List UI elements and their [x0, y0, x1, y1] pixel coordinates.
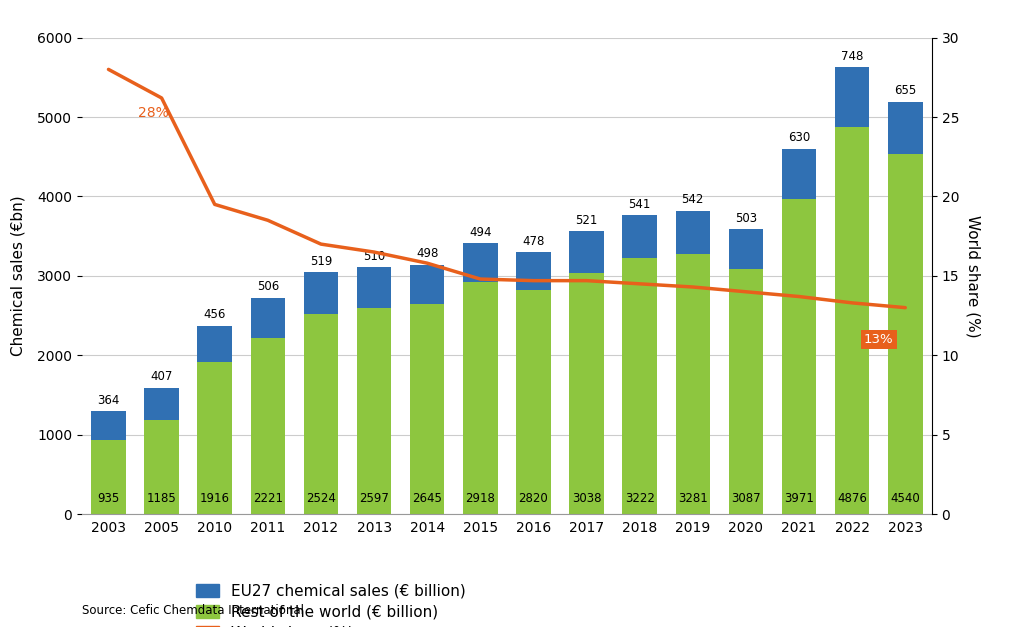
Text: 4876: 4876: [838, 492, 867, 505]
Bar: [144, 420, 179, 514]
Bar: [251, 338, 285, 514]
Bar: [91, 411, 126, 440]
Text: 2524: 2524: [306, 492, 336, 505]
Text: 3087: 3087: [731, 492, 761, 505]
Bar: [729, 229, 763, 269]
Bar: [888, 102, 923, 154]
Bar: [781, 199, 816, 514]
Bar: [198, 326, 232, 362]
Bar: [144, 387, 179, 420]
Y-axis label: World share (%): World share (%): [965, 214, 980, 337]
Bar: [569, 273, 604, 514]
Bar: [304, 273, 338, 314]
Text: 506: 506: [257, 280, 279, 293]
Text: 3281: 3281: [678, 492, 708, 505]
Text: 2918: 2918: [465, 492, 496, 505]
Text: 2645: 2645: [413, 492, 442, 505]
Bar: [835, 68, 869, 127]
Text: 364: 364: [97, 394, 120, 406]
Bar: [623, 215, 657, 258]
Bar: [781, 149, 816, 199]
Text: 541: 541: [629, 198, 651, 211]
Text: 1185: 1185: [146, 492, 176, 505]
Text: 13%: 13%: [864, 333, 894, 346]
Text: 655: 655: [894, 84, 916, 97]
Text: 3038: 3038: [571, 492, 601, 505]
Text: Source: Cefic Chemdata International: Source: Cefic Chemdata International: [82, 604, 304, 618]
Text: 503: 503: [735, 212, 757, 224]
Text: 510: 510: [362, 250, 385, 263]
Bar: [835, 127, 869, 514]
Text: 748: 748: [841, 50, 863, 63]
Text: 4540: 4540: [891, 492, 921, 505]
Text: 407: 407: [151, 371, 173, 383]
Y-axis label: Chemical sales (€bn): Chemical sales (€bn): [11, 196, 26, 356]
Legend: EU27 chemical sales (€ billion), Rest of the world (€ billion), World share (%): EU27 chemical sales (€ billion), Rest of…: [191, 579, 471, 627]
Bar: [463, 243, 498, 282]
Bar: [676, 253, 710, 514]
Bar: [729, 269, 763, 514]
Text: 494: 494: [469, 226, 492, 239]
Bar: [304, 314, 338, 514]
Text: 521: 521: [575, 214, 598, 227]
Bar: [569, 231, 604, 273]
Text: 542: 542: [682, 193, 703, 206]
Bar: [516, 290, 551, 514]
Bar: [251, 298, 285, 338]
Bar: [356, 308, 391, 514]
Bar: [410, 265, 444, 304]
Bar: [198, 362, 232, 514]
Bar: [356, 267, 391, 308]
Bar: [91, 440, 126, 514]
Text: 2820: 2820: [518, 492, 548, 505]
Text: 498: 498: [416, 247, 438, 260]
Bar: [410, 304, 444, 514]
Text: 2221: 2221: [253, 492, 283, 505]
Text: 935: 935: [97, 492, 120, 505]
Text: 478: 478: [522, 235, 545, 248]
Text: 519: 519: [310, 255, 332, 268]
Bar: [888, 154, 923, 514]
Text: 28%: 28%: [137, 106, 168, 120]
Text: 2597: 2597: [359, 492, 389, 505]
Text: 456: 456: [204, 308, 226, 322]
Bar: [516, 252, 551, 290]
Bar: [676, 211, 710, 253]
Bar: [623, 258, 657, 514]
Text: 630: 630: [787, 132, 810, 144]
Bar: [463, 282, 498, 514]
Text: 3971: 3971: [784, 492, 814, 505]
Text: 3222: 3222: [625, 492, 654, 505]
Text: 1916: 1916: [200, 492, 229, 505]
